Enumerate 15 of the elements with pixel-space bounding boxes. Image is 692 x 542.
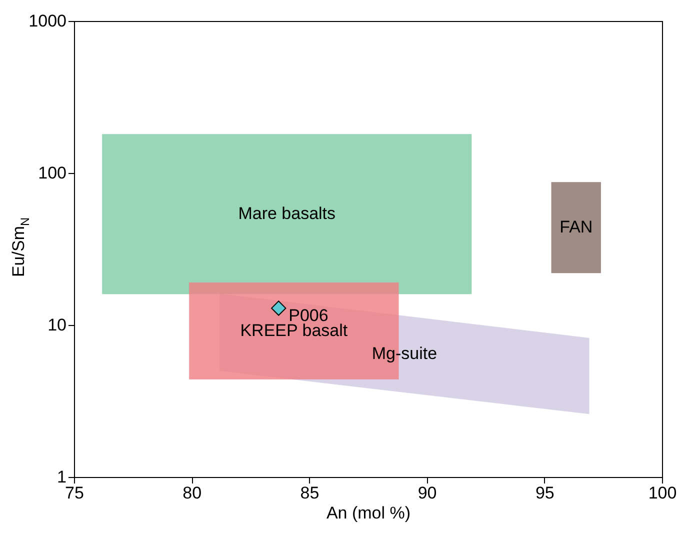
y-tick-label: 10	[48, 316, 66, 334]
x-axis-title: An (mol %)	[326, 504, 411, 522]
y-axis-title: Eu/SmN	[9, 217, 32, 278]
x-tick-label: 85	[300, 484, 320, 502]
y-tick-label: 100	[38, 164, 66, 182]
x-tick-label: 95	[535, 484, 554, 502]
x-tick-label: 100	[648, 484, 677, 502]
x-tick-label: 75	[65, 484, 84, 502]
x-tick-label: 80	[182, 484, 202, 502]
y-tick-label: 1000	[28, 12, 66, 30]
series-label: FAN	[560, 218, 593, 237]
series-label: Mare basalts	[238, 204, 336, 224]
series-label: Mg-suite	[372, 344, 438, 363]
y-tick-label: 1	[57, 468, 66, 486]
x-tick-label: 90	[418, 484, 437, 502]
